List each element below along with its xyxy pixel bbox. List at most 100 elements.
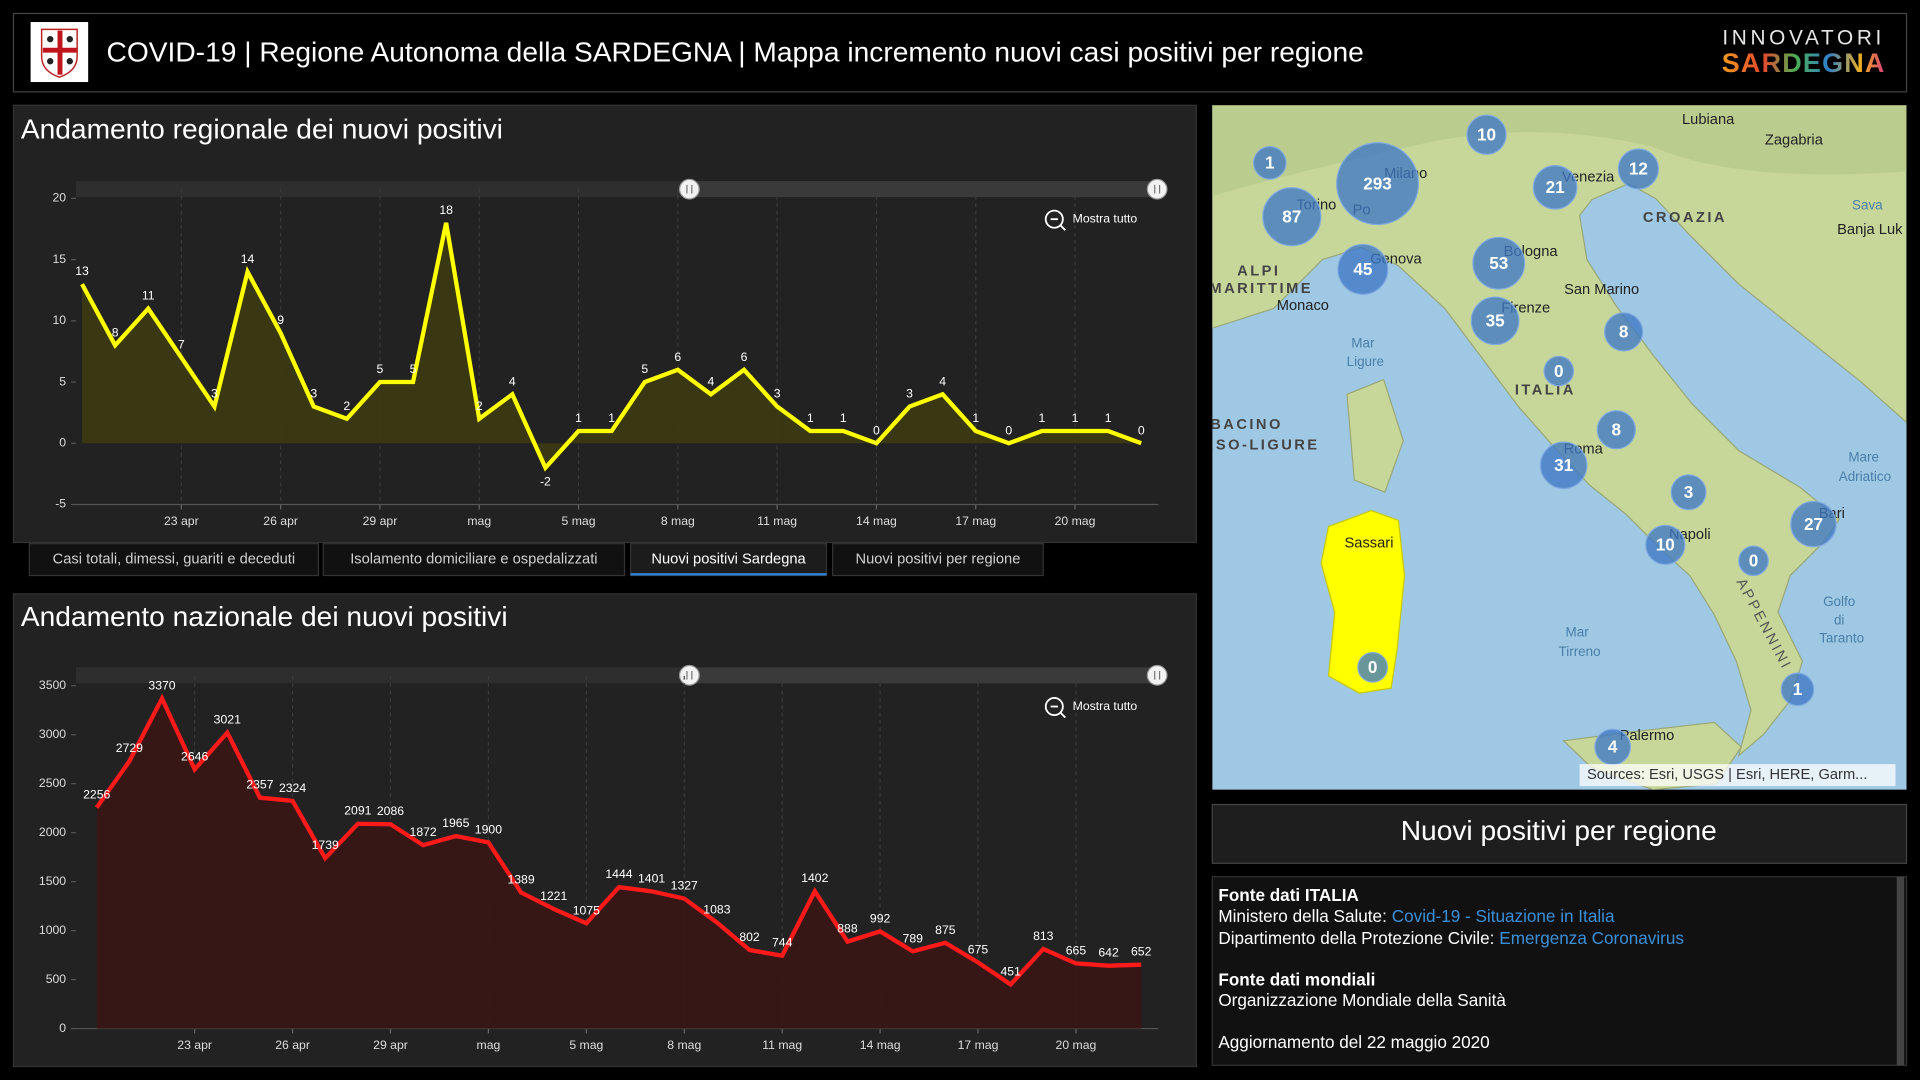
source-link[interactable]: Covid-19 - Situazione in Italia: [1392, 906, 1615, 926]
y-tick-label: 500: [46, 972, 67, 986]
bubble-label: 8: [1612, 420, 1622, 440]
bubble-label: 1: [1793, 679, 1803, 699]
map: LubianaZagabriaMilanoTorinoPoVeneziaCROA…: [1212, 105, 1907, 790]
region-bubble[interactable]: [1466, 114, 1507, 155]
place-label: Golfo: [1823, 594, 1855, 609]
region-bubble[interactable]: [1357, 652, 1388, 683]
data-label: 8: [112, 325, 119, 339]
x-tick-label: 14 mag: [856, 514, 897, 528]
data-label: 802: [739, 930, 760, 944]
data-label: 2086: [377, 804, 404, 818]
slider-handle[interactable]: [678, 664, 700, 686]
place-label: Lubiana: [1682, 112, 1735, 128]
slider-handle[interactable]: [678, 178, 700, 200]
data-label: 1444: [605, 867, 632, 881]
zoom-icon: [1059, 224, 1066, 231]
alps: [1212, 105, 1907, 196]
reset-zoom[interactable]: Mostra tutto: [1073, 211, 1138, 225]
x-tick-label: 29 apr: [363, 514, 398, 528]
y-tick-label: 0: [59, 435, 66, 449]
region-bubble[interactable]: [1472, 236, 1526, 290]
place-label: Sava: [1852, 197, 1883, 212]
tab-label[interactable]: Isolamento domiciliare e ospedalizzati: [350, 551, 597, 567]
tab-label[interactable]: Nuovi positivi per regione: [855, 551, 1020, 567]
region-bubble[interactable]: [1596, 410, 1636, 450]
tab[interactable]: [322, 543, 626, 577]
region-bubble[interactable]: [1336, 142, 1420, 226]
tab[interactable]: [28, 543, 319, 577]
data-label: 1: [807, 411, 814, 425]
data-label: 813: [1033, 929, 1054, 943]
zoom-icon: [1059, 712, 1066, 719]
region-bubble[interactable]: [1617, 148, 1659, 190]
x-tick-label: 5 mag: [562, 514, 596, 528]
slider-handle[interactable]: [1146, 664, 1168, 686]
x-tick-label: 26 apr: [275, 1038, 310, 1052]
info-line: Dipartimento della Protezione Civile: Eme…: [1218, 928, 1684, 948]
place-label: Ligure: [1347, 354, 1384, 369]
data-label: 1: [608, 411, 615, 425]
place-label: ALPI: [1237, 264, 1280, 280]
region-bubble[interactable]: [1262, 187, 1322, 247]
tab-label[interactable]: Nuovi positivi Sardegna: [651, 551, 806, 567]
data-label: 1900: [475, 822, 502, 836]
region-bubble[interactable]: [1532, 165, 1578, 210]
data-label: 1389: [507, 872, 534, 886]
x-tick-label: 20 mag: [1056, 1038, 1097, 1052]
data-label: 13: [75, 264, 89, 278]
region-bubble[interactable]: [1670, 474, 1707, 511]
map-layer: LubianaZagabriaMilanoTorinoPoVeneziaCROA…: [1212, 112, 1903, 766]
y-tick-label: 1500: [39, 874, 66, 888]
region-bubble[interactable]: [1337, 243, 1389, 295]
region-bubble[interactable]: [1539, 441, 1588, 490]
range-selection[interactable]: [689, 181, 1159, 198]
zoom-icon[interactable]: [1044, 697, 1064, 717]
data-label: 992: [870, 911, 891, 925]
region-bubble[interactable]: [1790, 500, 1837, 548]
chart-title: Andamento nazionale dei nuovi positivi: [21, 601, 508, 632]
place-label: Adriatico: [1839, 469, 1891, 484]
data-label: 1: [1072, 411, 1079, 425]
data-label: 1401: [638, 871, 665, 885]
x-tick-label: 5 mag: [569, 1038, 603, 1052]
x-tick-label: 17 mag: [955, 514, 996, 528]
region-bubble[interactable]: [1543, 355, 1575, 387]
range-selection[interactable]: [689, 667, 1159, 684]
zoom-icon[interactable]: [1044, 209, 1064, 229]
x-tick-label: 14 mag: [860, 1038, 901, 1052]
x-tick-label: 29 apr: [373, 1038, 408, 1052]
region-bubble[interactable]: [1780, 672, 1815, 707]
scrollbar[interactable]: [1896, 876, 1905, 1066]
region-bubble[interactable]: [1604, 312, 1644, 352]
region-bubble[interactable]: [1645, 524, 1686, 566]
source-link[interactable]: Emergenza Coronavirus: [1499, 928, 1684, 948]
area: [82, 222, 1142, 468]
region-bubble[interactable]: [1470, 296, 1520, 346]
data-label: 2357: [246, 778, 273, 792]
place-label: Sassari: [1344, 536, 1393, 552]
data-label: 6: [741, 350, 748, 364]
data-label: 9: [277, 313, 284, 327]
data-label: 2646: [181, 749, 208, 763]
x-tick-label: 11 mag: [757, 514, 797, 528]
info-line: Organizzazione Mondiale della Sanità: [1218, 990, 1506, 1010]
y-tick-label: 20: [53, 191, 67, 205]
slider-handle[interactable]: [1146, 178, 1168, 200]
data-label: 1: [972, 411, 979, 425]
data-label: 11: [142, 289, 155, 303]
place-label: Palermo: [1620, 728, 1675, 744]
place-label: Tirreno: [1559, 644, 1601, 659]
bubble-label: 4: [1608, 737, 1618, 757]
bubble-label: 293: [1363, 173, 1392, 193]
info-line: Ministero della Salute: Covid-19 - Situaz…: [1218, 906, 1615, 926]
bubble-label: 1: [1265, 153, 1275, 173]
region-bubble[interactable]: [1738, 545, 1769, 577]
area: [96, 698, 1142, 1029]
reset-zoom[interactable]: Mostra tutto: [1073, 699, 1138, 713]
region-bubble[interactable]: [1252, 146, 1287, 180]
tab[interactable]: [832, 543, 1044, 577]
panel-title: Nuovi positivi per regione: [1401, 815, 1717, 846]
tab-label[interactable]: Casi totali, dimessi, guariti e deceduti: [53, 551, 295, 567]
x-tick-label: mag: [467, 514, 491, 528]
